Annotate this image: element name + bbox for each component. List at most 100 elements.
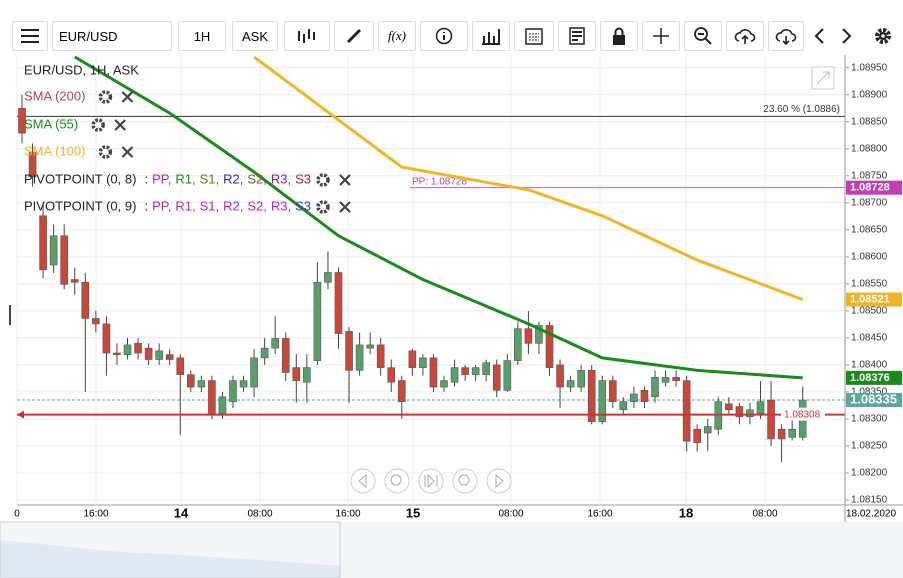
pivot-part: R2, [223,198,243,213]
settings-icon [91,118,105,132]
candle-body [535,325,543,344]
next-button[interactable] [834,21,860,51]
price-type: ASK [241,28,268,44]
remove-icon [121,91,134,103]
pivot-part: S1, [200,171,220,186]
news-button[interactable] [558,21,596,51]
candle-body [271,338,280,349]
zoom-button[interactable] [684,21,722,51]
scroll-left[interactable] [350,468,376,494]
icon [694,27,712,45]
crosshair-button[interactable] [642,21,680,51]
prev-button[interactable] [806,21,832,51]
candle-body [767,399,775,440]
remove-icon [339,201,351,213]
menu-button[interactable] [12,21,48,51]
lock-button[interactable] [600,21,638,51]
candle-body [630,393,638,402]
price-tick-label: 1.08550 [851,279,888,290]
price-axis: 1.089501.089001.088501.088001.087501.087… [845,62,902,506]
candle-body [113,352,121,355]
expand-icon [816,71,830,85]
price-tick-label: 1.08150 [851,495,888,506]
settings-icon [316,200,330,214]
price-tick-label: 1.08300 [851,414,888,425]
price-tick-label: 1.08850 [851,116,888,127]
navigator-bg [0,522,903,578]
settings-icon-hole [321,205,325,209]
zoom-out[interactable] [384,468,410,494]
price-tick-label: 1.08250 [851,441,888,452]
sma-line [73,55,803,380]
candle-body [397,380,406,402]
sma-line [253,55,804,301]
time-label: 16:00 [335,509,360,520]
draw-button[interactable] [334,21,374,51]
icon [875,28,891,44]
pivot-indicator-label: PIVOTPOINT (0, 9) [24,198,136,213]
candle-body [176,357,185,375]
time-label: 08:00 [498,509,523,520]
expand-button[interactable] [811,66,835,90]
red-level-label-bg [781,407,825,421]
candle-body [492,364,501,391]
icon [482,29,500,45]
icon [842,28,852,44]
pivot-part: R3, [271,198,291,213]
candle-body [408,350,417,368]
candle-body [18,107,26,134]
symbol-select[interactable]: EUR/USD [52,21,172,51]
candle-body [482,362,491,375]
zoom-in[interactable] [452,468,478,494]
indicator-label: SMA (100) [24,143,85,158]
red-level-label: 1.08308 [784,409,821,420]
candle-body [788,428,796,438]
candle-body [514,328,522,361]
remove-icon [121,146,134,158]
candle-body [345,331,353,371]
candle-body [376,344,385,368]
candle-body [260,347,269,359]
pivot-indicator-label: PIVOTPOINT (0, 8) [24,171,136,186]
candle-body [81,281,90,319]
candle-body [672,377,680,381]
pivot-label: PP: 1.08728 [412,176,467,187]
price-tick-label: 1.08350 [851,387,888,398]
resize-handle[interactable] [9,305,11,325]
timeframe-select[interactable]: 1H [178,21,226,51]
price-badge [846,370,902,385]
candle-body [756,401,765,414]
calendar-button[interactable] [514,21,554,51]
candle-body [144,347,153,360]
grid [16,55,845,505]
candle-body [134,343,142,354]
pivot-part: R1, [175,171,195,186]
time-label: 18 [679,505,693,520]
scroll-right[interactable] [486,468,512,494]
icon [775,29,797,45]
price-tick-label: 1.08700 [851,197,888,208]
candle-body [334,272,343,334]
price-tick-label: 1.08400 [851,360,888,371]
candle-body [92,318,100,325]
icon [346,28,362,44]
time-label: 08:00 [752,509,777,520]
chart-type-button[interactable] [284,21,330,51]
volume-button[interactable] [472,21,510,51]
candle-body [714,401,723,430]
candle-body [303,367,311,383]
settings-button[interactable] [868,21,898,51]
download-button[interactable] [768,21,804,51]
candle-body [587,370,596,422]
icon [358,473,367,489]
indicators-button[interactable]: f(x) [378,21,416,51]
price-type-select[interactable]: ASK [232,21,278,51]
reset[interactable] [418,468,444,494]
pivot-part: PP, [152,171,171,186]
candle-body [102,323,111,354]
upload-button[interactable] [726,21,764,51]
candle-body [577,370,585,388]
settings-icon-hole [321,178,325,182]
info-button[interactable] [420,21,468,51]
